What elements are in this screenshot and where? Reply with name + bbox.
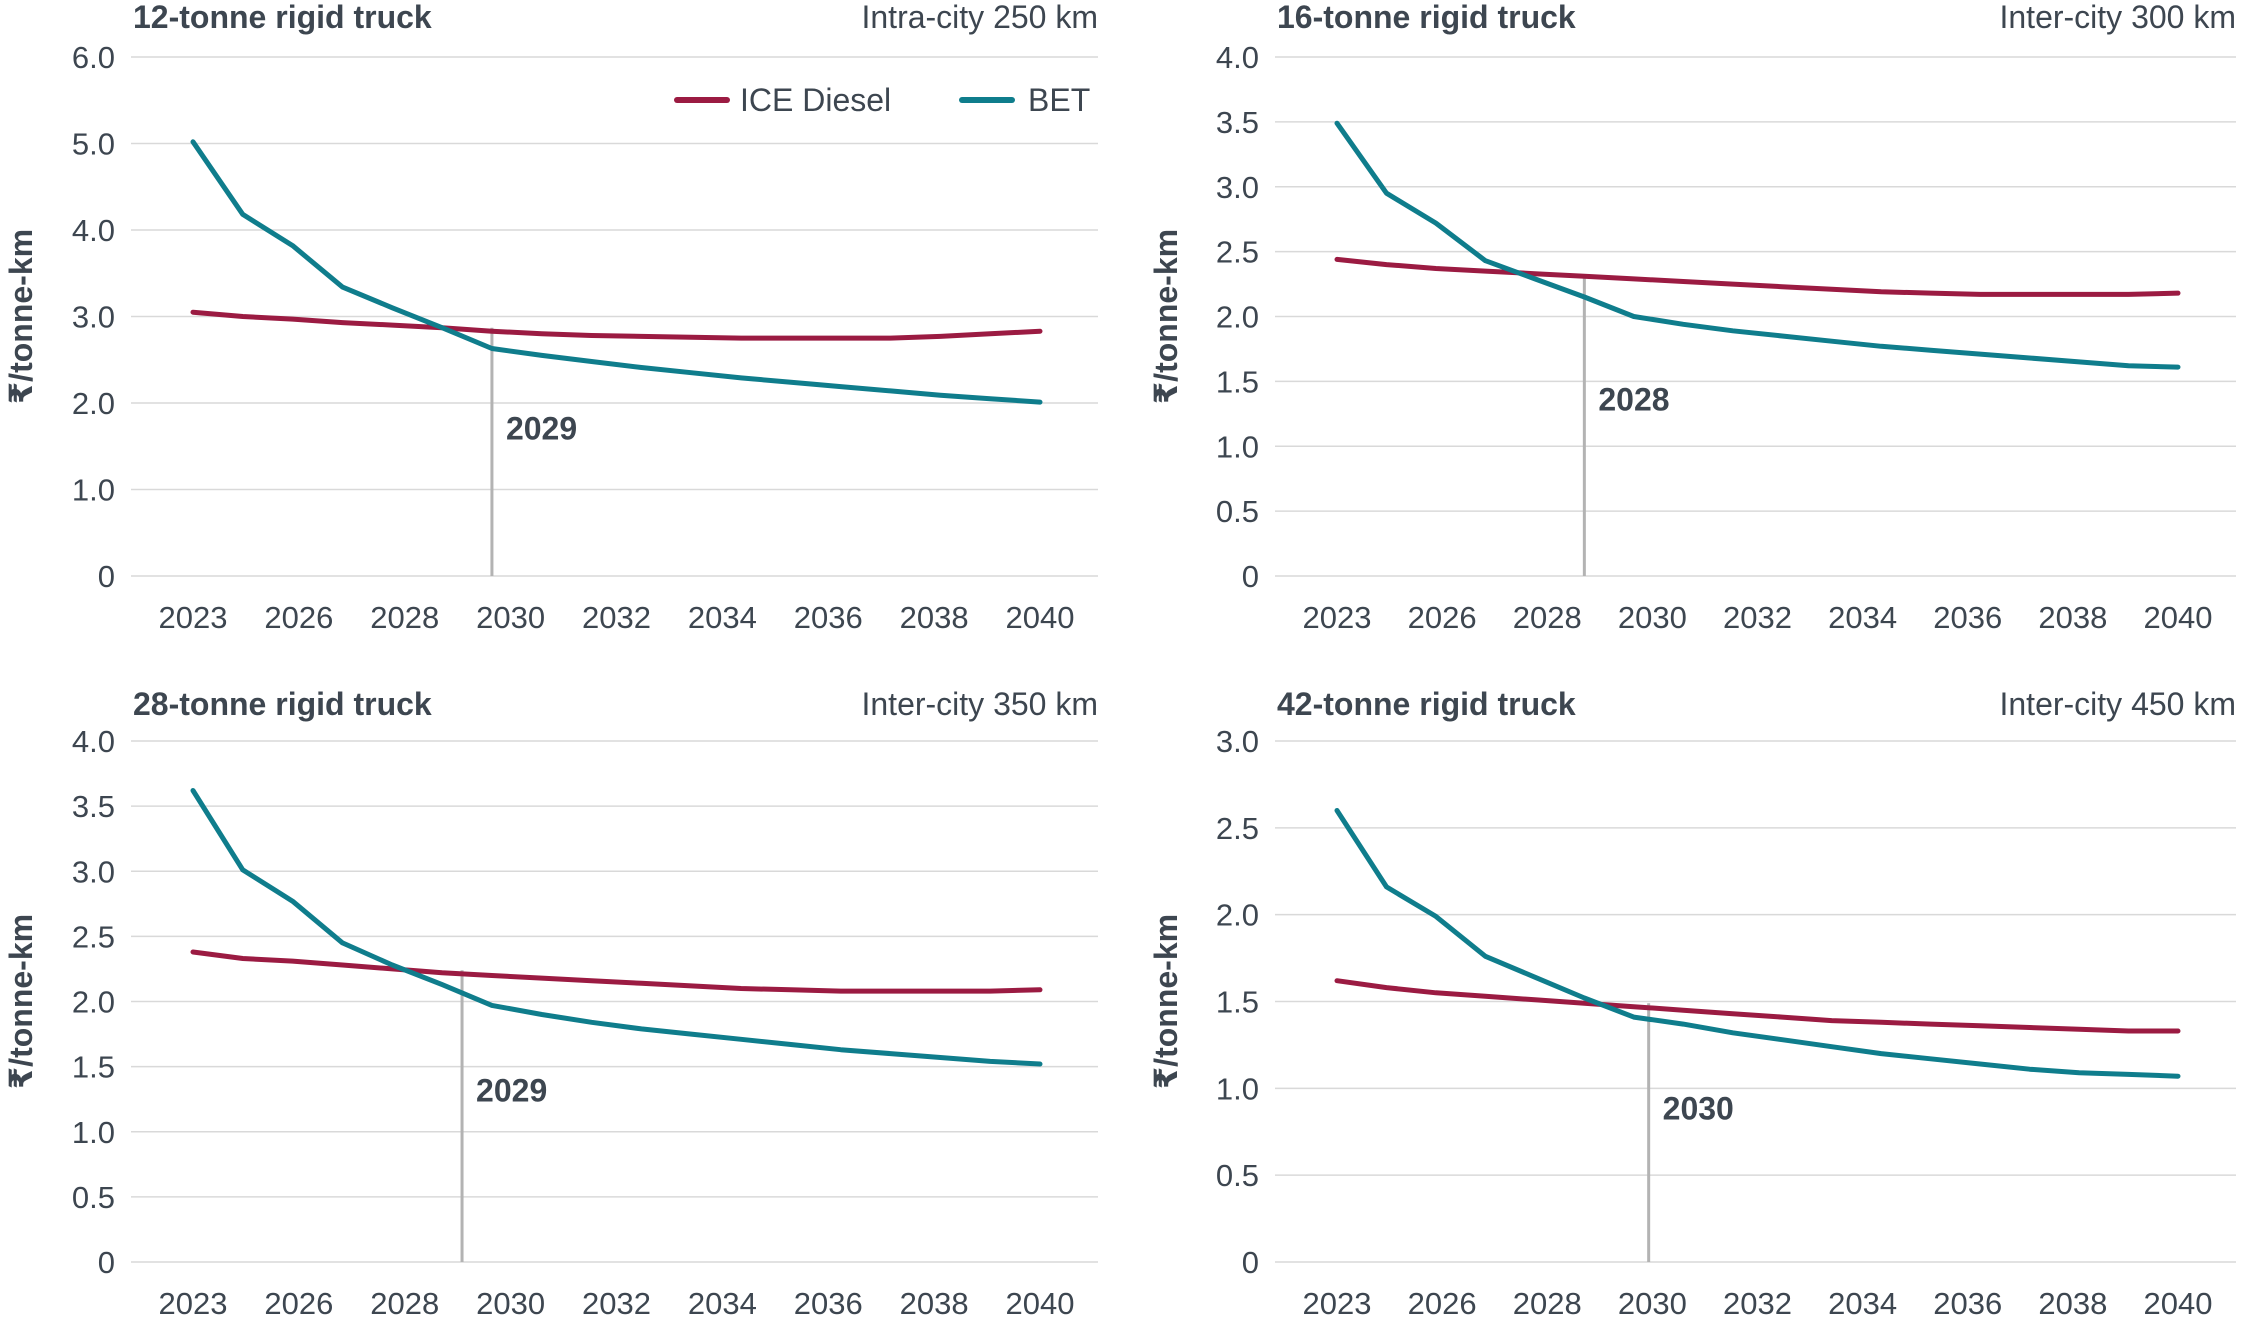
x-tick-label: 2023	[1303, 600, 1372, 635]
bet-line	[1334, 808, 2181, 1079]
y-tick-label: 0.5	[72, 1180, 115, 1215]
x-tick-label: 2026	[1408, 600, 1477, 635]
x-tick-label: 2038	[2038, 600, 2107, 635]
chart-title: 42-tonne rigid truck	[1277, 686, 1576, 722]
chart-title: 28-tonne rigid truck	[133, 686, 432, 722]
chart-panel-3: 28-tonne rigid truck Inter-city 350 km 0 0.…	[3, 686, 1098, 1321]
y-tick-label: 2.0	[1216, 300, 1259, 335]
chart-subtitle: Inter-city 350 km	[861, 686, 1098, 722]
chart-panel-2: 16-tonne rigid truck Inter-city 300 km 0 0.…	[1148, 0, 2236, 635]
y-tick-label: 1.0	[72, 473, 115, 508]
y-axis-label: ₹/tonne-km	[3, 914, 39, 1089]
y-tick-label: 3.5	[72, 789, 115, 824]
bet-line	[190, 139, 1043, 405]
x-tick-label: 2038	[2038, 1286, 2107, 1321]
y-tick-label: 2.0	[72, 386, 115, 421]
legend-bet-label: BET	[1028, 82, 1090, 118]
x-tick-label: 2034	[688, 1286, 757, 1321]
x-tick-label: 2028	[1513, 1286, 1582, 1321]
legend-ice-label: ICE Diesel	[740, 82, 891, 118]
y-tick-label: 1.5	[1216, 364, 1259, 399]
x-tick-label: 2026	[264, 1286, 333, 1321]
x-tick-label: 2040	[1006, 1286, 1075, 1321]
bet-line	[1334, 120, 2181, 370]
y-tick-label: 5.0	[72, 127, 115, 162]
x-tick-label: 2023	[159, 1286, 228, 1321]
x-tick-label: 2028	[370, 1286, 439, 1321]
y-axis-label: ₹/tonne-km	[3, 229, 39, 404]
x-tick-label: 2036	[1933, 600, 2002, 635]
x-tick-label: 2023	[159, 600, 228, 635]
y-tick-label: 1.0	[1216, 1071, 1259, 1106]
x-tick-label: 2034	[688, 600, 757, 635]
x-tick-label: 2040	[2144, 1286, 2213, 1321]
crossover-year-label: 2029	[506, 410, 577, 446]
x-tick-label: 2030	[1618, 1286, 1687, 1321]
y-tick-label: 0	[98, 1245, 115, 1280]
y-axis-label: ₹/tonne-km	[1148, 229, 1184, 404]
x-tick-label: 2023	[1303, 1286, 1372, 1321]
crossover-year-label: 2029	[476, 1073, 547, 1109]
x-tick-label: 2036	[794, 1286, 863, 1321]
chart-subtitle: Inter-city 450 km	[1999, 686, 2236, 722]
ice-diesel-line	[1334, 978, 2181, 1034]
y-tick-label: 2.5	[72, 919, 115, 954]
y-tick-label: 1.5	[1216, 985, 1259, 1020]
y-tick-label: 3.0	[72, 300, 115, 335]
x-tick-label: 2030	[476, 1286, 545, 1321]
y-tick-label: 2.0	[72, 985, 115, 1020]
x-tick-label: 2040	[1006, 600, 1075, 635]
crossover-year-label: 2030	[1663, 1091, 1734, 1127]
y-tick-label: 0	[1242, 1245, 1259, 1280]
y-tick-label: 0	[98, 559, 115, 594]
x-tick-label: 2030	[1618, 600, 1687, 635]
bet-line	[190, 788, 1043, 1067]
x-tick-label: 2026	[264, 600, 333, 635]
chart-subtitle: Intra-city 250 km	[861, 0, 1098, 35]
chart-panel-1: 12-tonne rigid truck Intra-city 250 km 0 1.…	[3, 0, 1098, 635]
x-tick-label: 2030	[476, 600, 545, 635]
x-tick-label: 2032	[1723, 1286, 1792, 1321]
x-tick-label: 2034	[1828, 1286, 1897, 1321]
y-tick-label: 2.0	[1216, 898, 1259, 933]
chart-title: 16-tonne rigid truck	[1277, 0, 1576, 35]
y-tick-label: 3.0	[1216, 170, 1259, 205]
x-tick-label: 2028	[370, 600, 439, 635]
x-tick-label: 2038	[900, 1286, 969, 1321]
x-tick-label: 2036	[794, 600, 863, 635]
y-tick-label: 3.5	[1216, 105, 1259, 140]
x-tick-label: 2028	[1513, 600, 1582, 635]
chart-panel-4: 42-tonne rigid truck Inter-city 450 km 0 0.…	[1148, 686, 2236, 1321]
y-tick-label: 1.0	[72, 1115, 115, 1150]
x-tick-label: 2032	[1723, 600, 1792, 635]
y-tick-label: 2.5	[1216, 811, 1259, 846]
y-tick-label: 3.0	[1216, 724, 1259, 759]
y-tick-label: 4.0	[72, 213, 115, 248]
ice-diesel-line	[1334, 256, 2181, 297]
y-tick-label: 1.0	[1216, 429, 1259, 464]
y-tick-label: 4.0	[1216, 40, 1259, 75]
chart-subtitle: Inter-city 300 km	[1999, 0, 2236, 35]
y-tick-label: 3.0	[72, 854, 115, 889]
y-tick-label: 0.5	[1216, 494, 1259, 529]
crossover-year-label: 2028	[1598, 381, 1669, 417]
x-tick-label: 2034	[1828, 600, 1897, 635]
x-tick-label: 2026	[1408, 1286, 1477, 1321]
y-tick-label: 1.5	[72, 1050, 115, 1085]
x-tick-label: 2032	[582, 1286, 651, 1321]
x-tick-label: 2040	[2144, 600, 2213, 635]
x-tick-label: 2032	[582, 600, 651, 635]
ice-diesel-line	[190, 309, 1043, 341]
y-tick-label: 4.0	[72, 724, 115, 759]
y-tick-label: 0.5	[1216, 1158, 1259, 1193]
y-tick-label: 0	[1242, 559, 1259, 594]
y-axis-label: ₹/tonne-km	[1148, 914, 1184, 1089]
x-tick-label: 2038	[900, 600, 969, 635]
x-tick-label: 2036	[1933, 1286, 2002, 1321]
chart-title: 12-tonne rigid truck	[133, 0, 432, 35]
y-tick-label: 2.5	[1216, 235, 1259, 270]
y-tick-label: 6.0	[72, 40, 115, 75]
ice-diesel-line	[190, 949, 1043, 994]
